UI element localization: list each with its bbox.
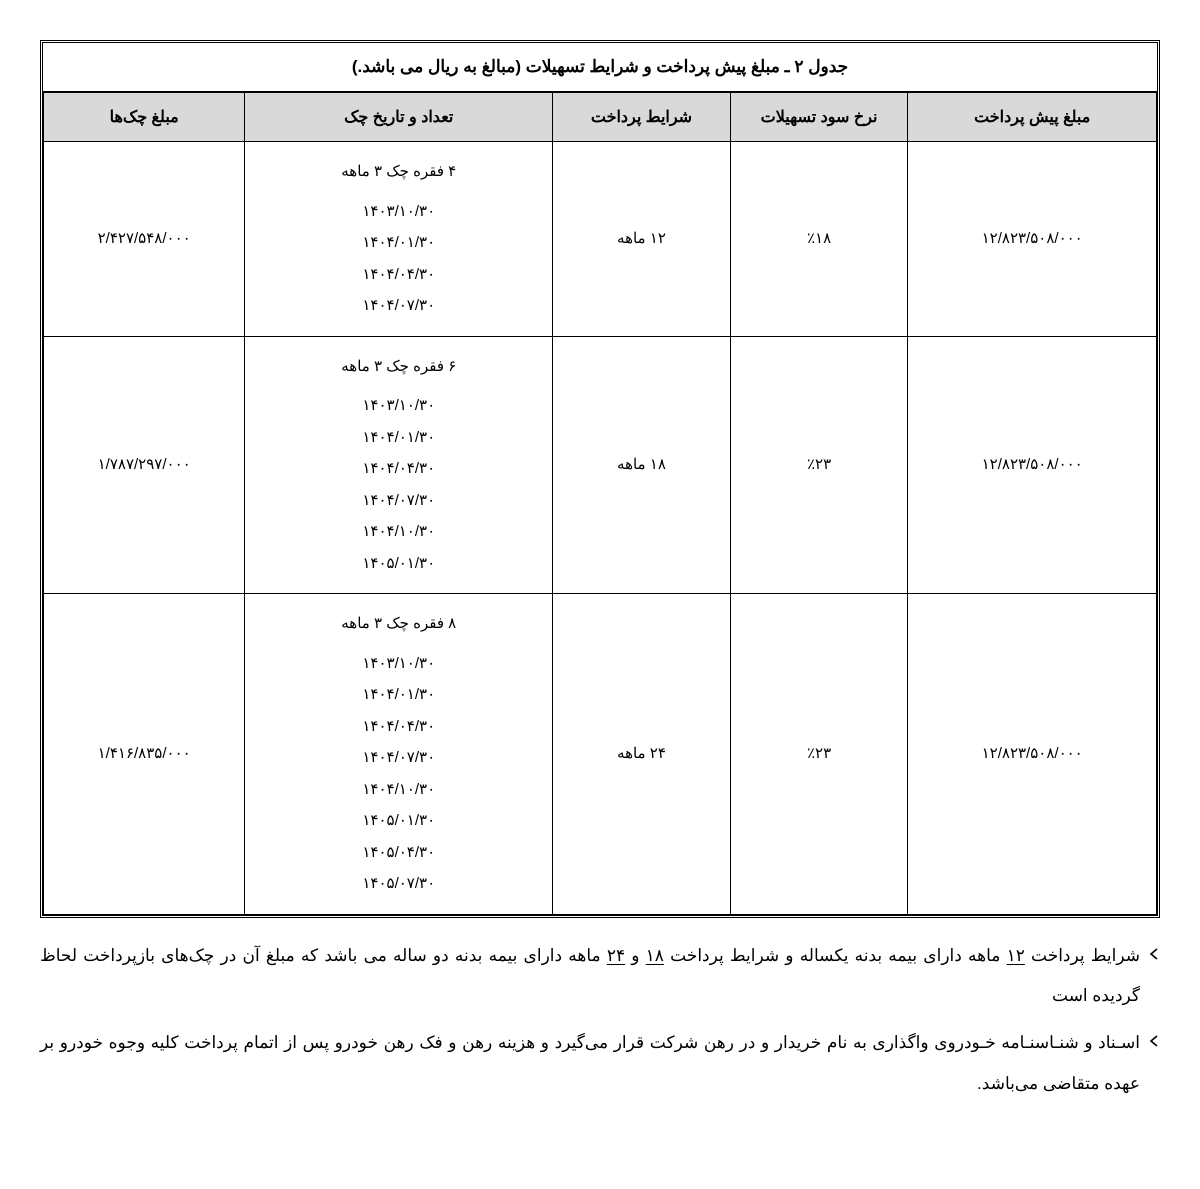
table-row: ۱۲/۸۲۳/۵۰۸/۰۰۰٪۱۸۱۲ ماهه ۴ فقره چک ۳ ماهه… xyxy=(44,142,1157,337)
check-date: ۱۴۰۴/۰۱/۳۰ xyxy=(253,422,544,454)
check-date: ۱۴۰۴/۱۰/۳۰ xyxy=(253,774,544,806)
note-text: اسـناد و شنـاسنـامه خـودروی واگذاری به ن… xyxy=(40,1023,1140,1105)
notes-section: شرایط پرداخت ۱۲ ماهه دارای بیمه بدنه یکس… xyxy=(40,936,1160,1105)
table-row: ۱۲/۸۲۳/۵۰۸/۰۰۰٪۲۳۱۸ ماهه ۶ فقره چک ۳ ماهه… xyxy=(44,336,1157,594)
note-item: اسـناد و شنـاسنـامه خـودروی واگذاری به ن… xyxy=(40,1023,1160,1105)
note-item: شرایط پرداخت ۱۲ ماهه دارای بیمه بدنه یکس… xyxy=(40,936,1160,1018)
cell-terms: ۱۲ ماهه xyxy=(553,142,731,337)
cell-detail: ۴ فقره چک ۳ ماهه۱۴۰۳/۱۰/۳۰۱۴۰۴/۰۱/۳۰۱۴۰۴… xyxy=(245,142,553,337)
cell-prepay: ۱۲/۸۲۳/۵۰۸/۰۰۰ xyxy=(908,336,1157,594)
cell-rate: ٪۱۸ xyxy=(730,142,908,337)
cell-rate: ٪۲۳ xyxy=(730,336,908,594)
chevron-icon xyxy=(1148,1023,1160,1105)
cell-prepay: ۱۲/۸۲۳/۵۰۸/۰۰۰ xyxy=(908,594,1157,915)
note-underline: ۱۸ xyxy=(646,946,664,965)
check-date: ۱۴۰۴/۱۰/۳۰ xyxy=(253,516,544,548)
check-date: ۱۴۰۳/۱۰/۳۰ xyxy=(253,196,544,228)
th-amount: مبلغ چک‌ها xyxy=(44,93,245,142)
check-date: ۱۴۰۴/۰۷/۳۰ xyxy=(253,742,544,774)
cell-amount: ۱/۴۱۶/۸۳۵/۰۰۰ xyxy=(44,594,245,915)
th-prepay: مبلغ پیش پرداخت xyxy=(908,93,1157,142)
note-underline: ۱۲ xyxy=(1007,946,1025,965)
check-count-label: ۴ فقره چک ۳ ماهه xyxy=(253,156,544,188)
table-row: ۱۲/۸۲۳/۵۰۸/۰۰۰٪۲۳۲۴ ماهه ۸ فقره چک ۳ ماهه… xyxy=(44,594,1157,915)
check-date: ۱۴۰۴/۰۷/۳۰ xyxy=(253,485,544,517)
facility-table-wrapper: جدول ۲ ـ مبلغ پیش پرداخت و شرایط تسهیلات… xyxy=(40,40,1160,918)
table-body: ۱۲/۸۲۳/۵۰۸/۰۰۰٪۱۸۱۲ ماهه۴ فقره چک ۳ ماهه… xyxy=(44,142,1157,915)
check-date: ۱۴۰۴/۰۴/۳۰ xyxy=(253,453,544,485)
cell-detail: ۸ فقره چک ۳ ماهه۱۴۰۳/۱۰/۳۰۱۴۰۴/۰۱/۳۰۱۴۰۴… xyxy=(245,594,553,915)
check-count-label: ۸ فقره چک ۳ ماهه xyxy=(253,608,544,640)
check-date: ۱۴۰۴/۰۷/۳۰ xyxy=(253,290,544,322)
check-date: ۱۴۰۴/۰۱/۳۰ xyxy=(253,227,544,259)
check-date: ۱۴۰۵/۰۷/۳۰ xyxy=(253,868,544,900)
cell-amount: ۱/۷۸۷/۲۹۷/۰۰۰ xyxy=(44,336,245,594)
check-count-label: ۶ فقره چک ۳ ماهه xyxy=(253,351,544,383)
check-date: ۱۴۰۳/۱۰/۳۰ xyxy=(253,390,544,422)
facility-table: جدول ۲ ـ مبلغ پیش پرداخت و شرایط تسهیلات… xyxy=(43,43,1157,915)
table-head: مبلغ پیش پرداخت نرخ سود تسهیلات شرایط پر… xyxy=(44,93,1157,142)
check-date: ۱۴۰۵/۰۱/۳۰ xyxy=(253,548,544,580)
check-date: ۱۴۰۴/۰۴/۳۰ xyxy=(253,259,544,291)
th-detail: تعداد و تاریخ چک xyxy=(245,93,553,142)
cell-amount: ۲/۴۲۷/۵۴۸/۰۰۰ xyxy=(44,142,245,337)
note-text-part: و xyxy=(625,946,646,965)
th-terms: شرایط پرداخت xyxy=(553,93,731,142)
cell-prepay: ۱۲/۸۲۳/۵۰۸/۰۰۰ xyxy=(908,142,1157,337)
cell-terms: ۲۴ ماهه xyxy=(553,594,731,915)
check-date: ۱۴۰۴/۰۴/۳۰ xyxy=(253,711,544,743)
check-date: ۱۴۰۳/۱۰/۳۰ xyxy=(253,648,544,680)
note-text: شرایط پرداخت ۱۲ ماهه دارای بیمه بدنه یکس… xyxy=(40,936,1140,1018)
table-title: جدول ۲ ـ مبلغ پیش پرداخت و شرایط تسهیلات… xyxy=(43,43,1157,92)
chevron-icon xyxy=(1148,936,1160,1018)
cell-detail: ۶ فقره چک ۳ ماهه۱۴۰۳/۱۰/۳۰۱۴۰۴/۰۱/۳۰۱۴۰۴… xyxy=(245,336,553,594)
check-date: ۱۴۰۵/۰۱/۳۰ xyxy=(253,805,544,837)
th-rate: نرخ سود تسهیلات xyxy=(730,93,908,142)
check-date: ۱۴۰۴/۰۱/۳۰ xyxy=(253,679,544,711)
note-text-part: ماهه دارای بیمه بدنه یکساله و شرایط پردا… xyxy=(664,946,1007,965)
note-text-part: شرایط پرداخت xyxy=(1025,946,1140,965)
cell-terms: ۱۸ ماهه xyxy=(553,336,731,594)
check-date: ۱۴۰۵/۰۴/۳۰ xyxy=(253,837,544,869)
cell-rate: ٪۲۳ xyxy=(730,594,908,915)
note-underline: ۲۴ xyxy=(607,946,625,965)
